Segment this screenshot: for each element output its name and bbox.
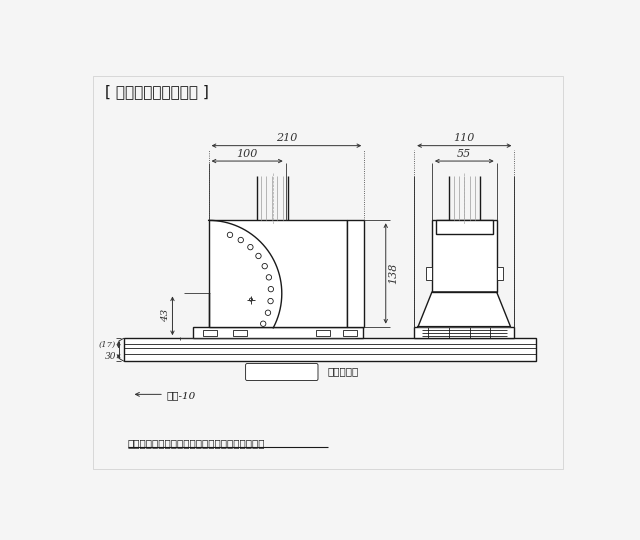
Text: [ 機構設計用位置情報 ]: [ 機構設計用位置情報 ] bbox=[105, 84, 209, 99]
Text: 210: 210 bbox=[276, 133, 297, 143]
Text: 110: 110 bbox=[454, 133, 475, 143]
Text: 43: 43 bbox=[161, 309, 170, 322]
Bar bbox=[234, 330, 247, 336]
Text: 30: 30 bbox=[105, 352, 116, 361]
Bar bbox=[348, 220, 364, 327]
Text: 138: 138 bbox=[388, 263, 398, 284]
Text: 調整機構を含む寸法値は、調整機構のセンター値: 調整機構を含む寸法値は、調整機構のセンター値 bbox=[128, 438, 266, 449]
Bar bbox=[193, 327, 363, 338]
Text: 55: 55 bbox=[457, 148, 472, 159]
Text: 100: 100 bbox=[236, 148, 258, 159]
Bar bbox=[497, 267, 503, 280]
Text: 材質：ゴム: 材質：ゴム bbox=[328, 368, 359, 376]
Bar bbox=[209, 220, 348, 327]
Bar bbox=[316, 330, 330, 336]
Bar bbox=[344, 330, 357, 336]
Text: (17): (17) bbox=[99, 341, 116, 349]
FancyBboxPatch shape bbox=[246, 363, 318, 381]
Bar bbox=[432, 220, 497, 292]
Polygon shape bbox=[418, 292, 511, 327]
Bar bbox=[426, 267, 432, 280]
Bar bbox=[204, 330, 217, 336]
Bar bbox=[414, 327, 515, 338]
Text: 全幅-10: 全幅-10 bbox=[166, 392, 196, 400]
Bar bbox=[436, 220, 493, 234]
Bar bbox=[124, 338, 536, 361]
